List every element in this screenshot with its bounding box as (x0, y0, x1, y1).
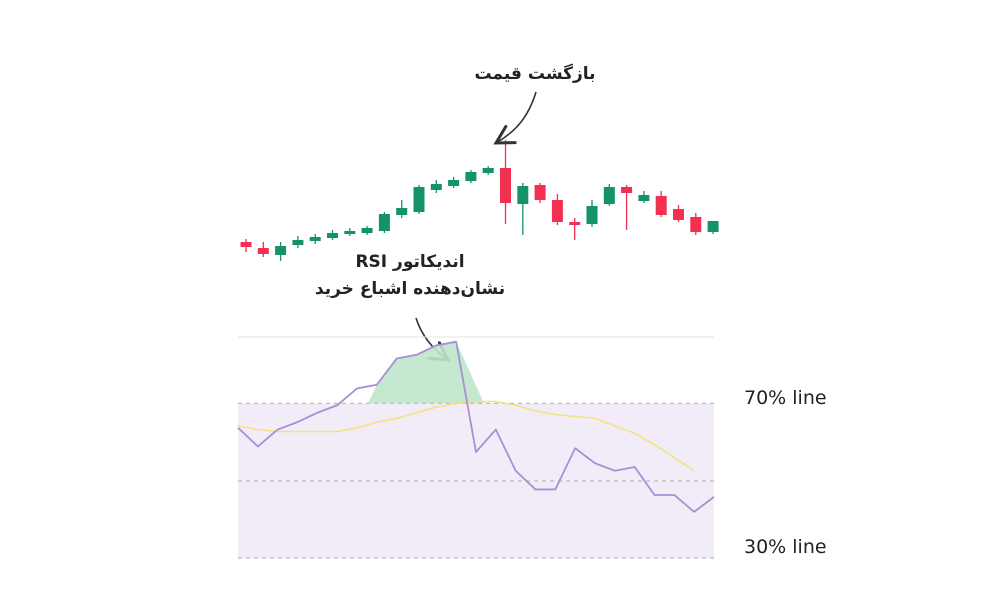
candle-body (396, 208, 408, 215)
candle-body (690, 217, 702, 232)
candle-body (361, 228, 373, 233)
candle-body (448, 180, 460, 186)
signal-line (237, 400, 695, 472)
candle-body (603, 187, 615, 204)
price-reversal-arrow (493, 91, 537, 145)
candle-body (482, 168, 494, 173)
candle-body (534, 185, 546, 200)
candle-body (430, 184, 442, 190)
candle-body (465, 172, 477, 181)
candle-body (275, 246, 287, 255)
rsi-band-fill (238, 403, 714, 558)
candle-body (517, 186, 529, 204)
candle-body (673, 209, 684, 220)
candle-body (413, 187, 425, 212)
candle-body (240, 242, 252, 247)
rsi-line (237, 340, 715, 513)
candle-body (707, 221, 719, 232)
candle-body (309, 237, 321, 241)
candle-body (378, 214, 390, 231)
price-reversal-label: بازگشت قیمت (474, 63, 595, 84)
candle-body (655, 196, 667, 215)
candle-body (257, 248, 269, 254)
rsi-chart (237, 336, 715, 559)
level-70-label: 70% line (744, 387, 827, 409)
candle-body (500, 168, 511, 203)
candle-body (569, 222, 581, 225)
candle-body (638, 195, 650, 201)
candle-body (586, 206, 598, 224)
overbought-label: نشان‌دهنده اشباع خرید (315, 279, 505, 299)
candle-body (551, 200, 563, 222)
candle-body (344, 231, 356, 234)
candle-body (292, 240, 304, 245)
candle-body (327, 233, 338, 238)
candle-body (621, 187, 633, 193)
level-30-label: 30% line (744, 536, 827, 558)
overbought-area (368, 341, 484, 404)
rsi-indicator-label: اندیکاتور RSI (355, 252, 464, 272)
candlestick-chart (240, 140, 719, 261)
